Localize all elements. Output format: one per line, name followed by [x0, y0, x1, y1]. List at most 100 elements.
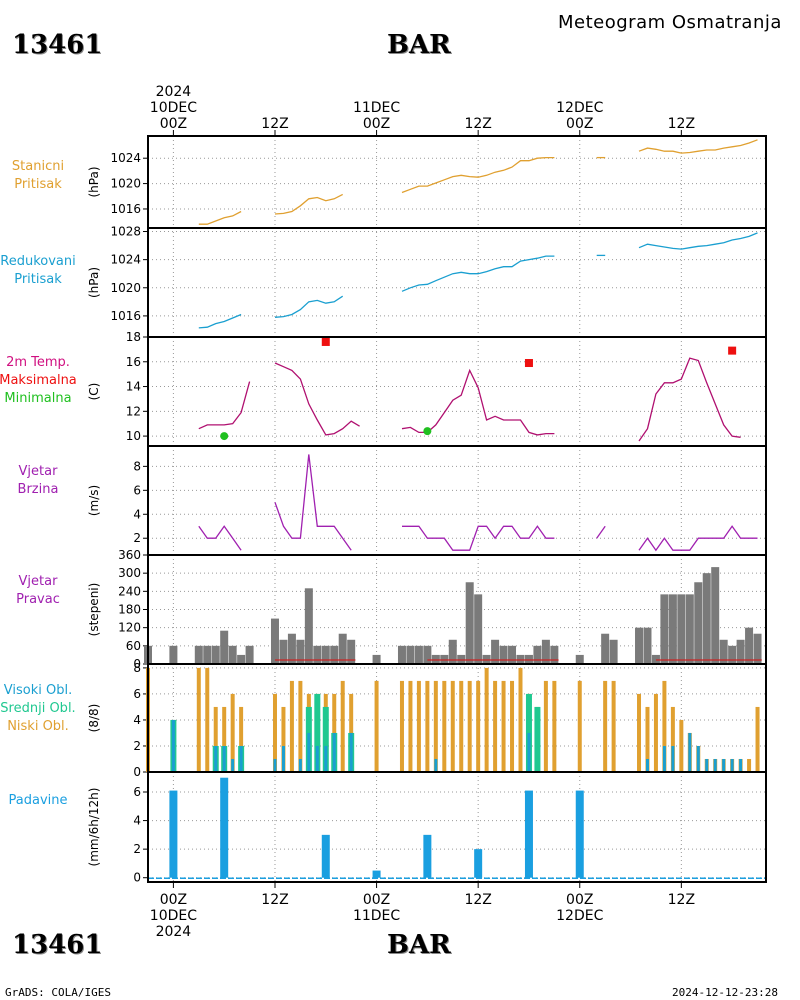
low-cloud-bar [518, 667, 523, 772]
low-cloud-bar [459, 680, 464, 772]
wind_speed-line [402, 525, 555, 551]
panel-label-wind_direction: Vjetar [19, 574, 59, 589]
wind-direction-bar [287, 633, 296, 664]
y-tick-label: 0 [133, 657, 141, 671]
y-axis-label-clouds: (8/8) [87, 704, 101, 733]
precip-bar [169, 790, 178, 878]
wind_speed-line [274, 454, 352, 551]
high-cloud-bar [645, 758, 649, 772]
max-temp-marker [321, 337, 330, 346]
wind_speed-line [596, 525, 606, 539]
low-cloud-bar [230, 693, 235, 772]
x-label-top: 12Z [464, 116, 491, 132]
high-cloud-bar [231, 758, 235, 772]
low-cloud-bar [433, 680, 438, 772]
x-label-bottom: 12Z [464, 892, 491, 908]
y-tick-label: 18 [126, 330, 141, 344]
wind-direction-bar [211, 645, 220, 664]
y-tick-label: 1016 [110, 202, 141, 216]
low-cloud-bar [374, 680, 379, 772]
x-label-bottom: 12Z [261, 892, 288, 908]
wind-direction-bar [745, 627, 754, 664]
y-tick-label: 120 [118, 621, 141, 635]
reduced_pressure-line [274, 295, 344, 318]
low-cloud-bar [399, 680, 404, 772]
y-tick-label: 360 [118, 548, 141, 562]
wind-direction-bar [270, 618, 279, 664]
y-axis-label-station_pressure: (hPa) [87, 166, 101, 197]
panel-frame-reduced_pressure [147, 227, 767, 338]
low-cloud-bar [552, 680, 557, 772]
min-temp-marker [423, 427, 432, 436]
wind_speed-line [638, 525, 758, 552]
temperature-line [638, 357, 741, 442]
station-id-bottom: 13461 [12, 930, 103, 960]
wind-direction-bar [194, 645, 203, 664]
high-cloud-bar [696, 745, 700, 772]
high-cloud-bar [315, 745, 319, 772]
low-cloud-bar [467, 680, 472, 772]
x-label-bottom: 2024 [156, 924, 192, 940]
low-cloud-bar [416, 680, 421, 772]
x-label-top: 10DEC [150, 100, 197, 116]
wind-direction-bar [677, 594, 686, 664]
wind_speed-line [198, 525, 242, 551]
x-label-bottom: 11DEC [353, 908, 400, 924]
precip-bar [372, 870, 381, 878]
station-name-bottom: BAR [387, 930, 451, 960]
wind-direction-bar [203, 645, 212, 664]
x-label-bottom: 12Z [668, 892, 695, 908]
low-cloud-bar [577, 680, 582, 772]
wind-direction-bar [609, 639, 618, 664]
low-cloud-bar [662, 680, 667, 772]
high-cloud-bar [222, 745, 226, 772]
high-cloud-bar [214, 745, 218, 772]
low-cloud-bar [645, 706, 650, 772]
y-tick-label: 10 [126, 429, 141, 443]
reduced_pressure-line [638, 232, 758, 250]
wind-direction-bar [423, 645, 432, 664]
wind-direction-bar [245, 645, 254, 664]
y-tick-label: 2 [133, 531, 141, 545]
y-tick-label: 0 [133, 871, 141, 885]
y-axis-label-wind_speed: (m/s) [87, 485, 101, 516]
wind-direction-bar [719, 639, 728, 664]
low-cloud-bar [281, 706, 286, 772]
low-cloud-bar [340, 680, 345, 772]
wind-direction-bar [237, 654, 246, 664]
wind-direction-bar [575, 654, 584, 664]
panel-label-reduced_pressure: Pritisak [14, 272, 62, 287]
min-temp-marker [220, 432, 229, 441]
y-tick-label: 12 [126, 404, 141, 418]
temperature-line [274, 362, 360, 436]
wind-direction-bar [169, 645, 178, 664]
y-tick-label: 1020 [110, 281, 141, 295]
panel-frame-station_pressure [147, 135, 767, 229]
max-temp-marker [524, 359, 533, 368]
y-tick-label: 4 [133, 507, 141, 521]
x-label-top: 00Z [160, 116, 187, 132]
low-cloud-bar [196, 667, 201, 772]
meteogram-subtitle: Meteogram Osmatranja [558, 12, 782, 33]
wind-direction-bar [685, 594, 694, 664]
wind-direction-bar [668, 594, 677, 664]
wind-direction-bar [702, 573, 711, 664]
wind-direction-bar [347, 639, 356, 664]
wind-direction-bar [313, 645, 322, 664]
high-cloud-bar [281, 745, 285, 772]
high-cloud-bar [671, 745, 675, 772]
y-tick-label: 6 [133, 483, 141, 497]
panel-label-wind_speed: Brzina [18, 482, 59, 497]
station-id-top: 13461 [12, 30, 103, 60]
low-cloud-bar [450, 680, 455, 772]
wind-direction-bar [296, 639, 305, 664]
high-cloud-bar [434, 758, 438, 772]
y-tick-label: 6 [133, 687, 141, 701]
wind-direction-bar [372, 654, 381, 664]
panel-label-temperature: Minimalna [4, 391, 71, 406]
x-label-top: 12Z [668, 116, 695, 132]
x-label-top: 2024 [156, 84, 192, 100]
high-cloud-bar [239, 745, 243, 772]
panel-label-station_pressure: Stanicni [12, 159, 64, 174]
high-cloud-bar [298, 758, 302, 772]
